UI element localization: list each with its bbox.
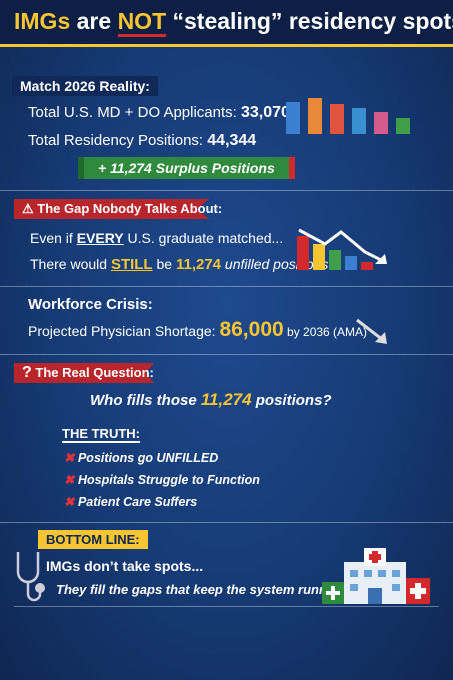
stat-value: 44,344 — [207, 132, 257, 149]
text: Who fills those — [90, 392, 201, 409]
stat-value: 33,070 — [241, 104, 290, 121]
bar-icon — [286, 98, 410, 134]
title-bar — [0, 0, 453, 44]
truth-item: ✖ Hospitals Struggle to Function — [64, 473, 260, 487]
surplus-banner: + 11,274 Surplus Positions — [78, 157, 295, 179]
text: Positions go UNFILLED — [77, 451, 219, 465]
emphasis: 11,274 — [175, 256, 222, 273]
gap-line: Even if EVERY U.S. graduate matched... — [30, 230, 283, 246]
section-heading: ⚠ The Gap Nobody Talks About: — [22, 201, 223, 216]
truth-heading: THE TRUTH: — [62, 426, 140, 443]
divider — [0, 190, 453, 191]
truth-item: ✖ Patient Care Suffers — [64, 495, 198, 509]
text: The Real Question: — [35, 365, 154, 380]
title-part: NOT — [117, 8, 167, 37]
section-heading: Workforce Crisis: — [28, 296, 153, 313]
text: Hospitals Struggle to Function — [77, 473, 260, 487]
title: IMGs are NOT “stealing” residency spots! — [14, 8, 453, 37]
section-heading: ? The Real Question: — [22, 364, 154, 381]
text: be — [152, 256, 176, 272]
title-part: IMGs — [14, 8, 71, 34]
shortage-line: Projected Physician Shortage: 86,000 by … — [28, 318, 367, 342]
truth-item: ✖ Positions go UNFILLED — [64, 451, 219, 465]
truth-list: ✖ Positions go UNFILLED ✖ Hospitals Stru… — [64, 447, 260, 513]
divider — [14, 606, 439, 607]
text: Total U.S. MD + DO Applicants: — [28, 104, 241, 121]
stat-line: Total Residency Positions: 44,344 — [28, 132, 256, 150]
divider — [0, 522, 453, 523]
decline-icon — [297, 228, 387, 270]
text: positions? — [251, 392, 332, 409]
section-heading: Match 2026 Reality: — [12, 76, 158, 96]
gap-line: There would STILL be 11,274 unfilled pos… — [30, 256, 328, 273]
heading-banner — [14, 199, 209, 219]
title-part: are — [70, 8, 118, 34]
title-part: “stealing” residency spots! — [166, 8, 453, 34]
emphasis: 11,274 — [200, 390, 252, 409]
bottom-line: IMGs don’t take spots... — [46, 558, 204, 574]
stat-line: Total U.S. MD + DO Applicants: 33,070 — [28, 104, 290, 122]
text: by 2036 (AMA) — [283, 325, 368, 339]
section-heading: BOTTOM LINE: — [38, 530, 148, 549]
stethoscope-icon — [16, 552, 45, 602]
title-rule — [0, 44, 453, 47]
text: U.S. graduate matched... — [123, 230, 284, 246]
text: The Gap Nobody Talks About: — [37, 201, 223, 216]
divider — [0, 354, 453, 355]
arrow-icon — [356, 318, 387, 344]
divider — [0, 286, 453, 287]
emphasis: EVERY — [76, 230, 124, 246]
text: Projected Physician Shortage: — [28, 323, 220, 339]
emphasis: STILL — [110, 256, 153, 273]
hospital-icon — [322, 548, 430, 604]
text: Total Residency Positions: — [28, 132, 208, 149]
question: Who fills those 11,274 positions? — [90, 390, 332, 410]
heading-banner — [14, 363, 154, 383]
text: Even if — [30, 230, 77, 246]
text: Patient Care Suffers — [77, 495, 198, 509]
bottom-line: They fill the gaps that keep the system … — [56, 582, 351, 597]
text: There would — [30, 256, 111, 272]
emphasis: 86,000 — [219, 318, 284, 341]
